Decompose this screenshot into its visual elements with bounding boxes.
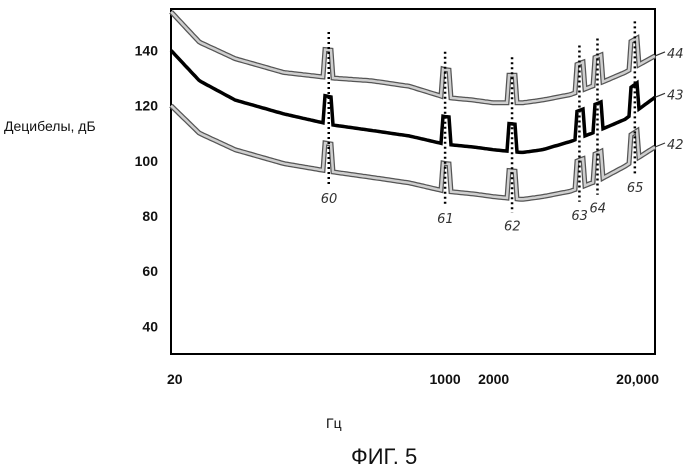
y-tick-label: 100	[135, 153, 159, 169]
x-tick-label: 20	[167, 371, 183, 387]
x-ticks-group: 20 1000 2000 20,000	[167, 371, 659, 387]
marker-label-64: 64	[589, 202, 606, 217]
marker-label-63: 63	[571, 209, 588, 224]
curve-outline-44	[171, 12, 655, 103]
figure-caption: ФИГ. 5	[351, 444, 417, 469]
series-leader-44	[655, 52, 665, 56]
marker-label-60: 60	[321, 192, 338, 207]
y-axis-label: Децибелы, дБ	[4, 118, 96, 134]
series-label-44: 44	[667, 47, 684, 62]
y-tick-label: 120	[135, 98, 159, 114]
x-axis-label: Гц	[326, 415, 342, 431]
y-tick-label: 80	[142, 208, 158, 224]
x-tick-label: 20,000	[616, 371, 659, 387]
y-tick-label: 140	[135, 42, 159, 58]
series-labels-group: 44 43 42	[655, 47, 684, 153]
x-tick-label: 2000	[478, 371, 509, 387]
series-label-43: 43	[667, 88, 684, 103]
marker-label-62: 62	[504, 219, 521, 234]
marker-label-61: 61	[437, 212, 454, 227]
series-leader-43	[655, 93, 665, 97]
series-label-42: 42	[667, 138, 684, 153]
y-tick-label: 40	[142, 318, 158, 334]
y-ticks-group: 140 120 100 80 60 40	[135, 42, 159, 334]
y-tick-label: 60	[142, 263, 158, 279]
x-tick-label: 1000	[430, 371, 461, 387]
curves-group	[171, 12, 655, 200]
series-leader-42	[655, 143, 665, 147]
marker-label-65: 65	[627, 181, 644, 196]
